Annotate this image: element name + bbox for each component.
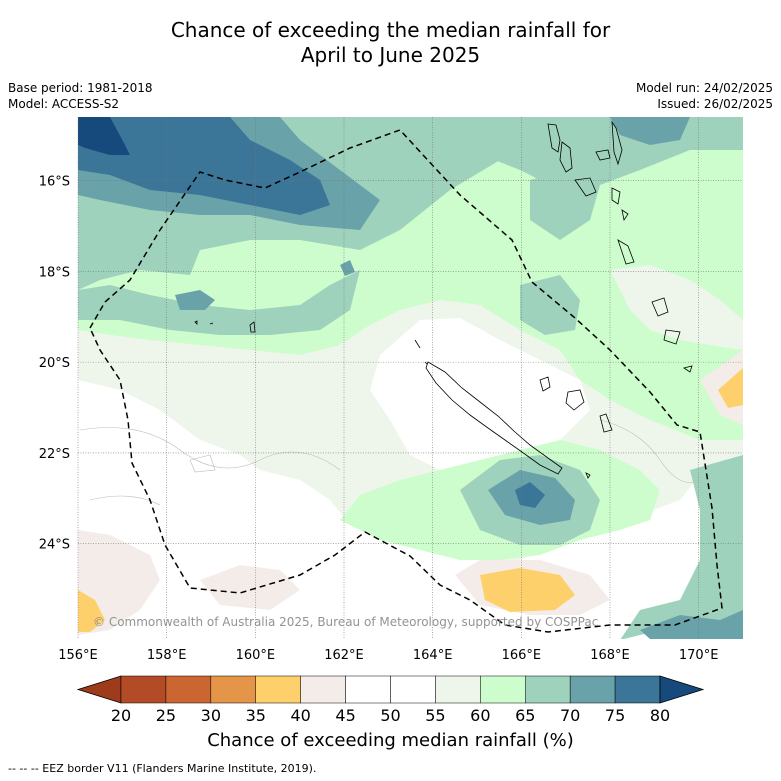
lat-tick-label: 18°S: [39, 265, 70, 280]
chart-title: Chance of exceeding the median rainfall …: [0, 18, 781, 68]
lon-tick-label: 164°E: [413, 648, 453, 663]
colorbar-tick-label: 25: [156, 706, 176, 725]
colorbar-tick-label: 45: [335, 706, 355, 725]
fiji-islands: [651, 297, 693, 373]
colorbar-segment: [165, 675, 212, 704]
eez-legend-note: -- -- -- EEZ border V11 (Flanders Marine…: [8, 762, 317, 775]
model-name: Model: ACCESS-S2: [8, 97, 120, 111]
colorbar-tick-label: 35: [246, 706, 266, 725]
lon-tick-label: 160°E: [236, 648, 276, 663]
rainfall-contours: [78, 117, 743, 639]
colorbar-tick-label: 75: [605, 706, 625, 725]
lon-tick-label: 158°E: [147, 648, 187, 663]
colorbar-segment: [435, 675, 481, 704]
new-caledonia-island: [425, 361, 563, 475]
copyright-notice: © Commonwealth of Australia 2025, Bureau…: [93, 615, 598, 629]
colorbar-tick-label: 50: [380, 706, 400, 725]
land-outlines: [194, 120, 693, 479]
colorbar-tick-label: 20: [111, 706, 131, 725]
lon-tick-labels: 156°E 158°E 160°E 162°E 164°E 166°E 168°E 170°E: [58, 648, 718, 663]
colorbar-tick-label: 40: [290, 706, 310, 725]
meta-right: Model run: 24/02/2025 Issued: 26/02/2025: [636, 80, 773, 112]
loyalty-islands: [539, 376, 613, 479]
issued-date: Issued: 26/02/2025: [657, 97, 773, 111]
lon-tick-label: 156°E: [58, 648, 98, 663]
title-line-2: April to June 2025: [300, 43, 481, 67]
model-run: Model run: 24/02/2025: [635, 81, 773, 95]
colorbar-tick-label: 80: [650, 706, 670, 725]
lon-tick-label: 162°E: [324, 648, 364, 663]
colorbar-segment: [480, 675, 526, 704]
colorbar-low-extension: [76, 675, 122, 704]
vanuatu-islands: [547, 120, 635, 265]
meta-left: Base period: 1981-2018 Model: ACCESS-S2: [8, 80, 153, 112]
lat-tick-label: 24°S: [39, 538, 70, 553]
reef-dots: [414, 339, 428, 365]
title-line-1: Chance of exceeding the median rainfall …: [170, 18, 611, 42]
chesterfield-islands: [194, 320, 256, 333]
base-period: Base period: 1981-2018: [8, 81, 153, 95]
colorbar-segment: [300, 675, 346, 704]
lon-tick-label: 170°E: [679, 648, 719, 663]
lat-tick-label: 16°S: [39, 175, 70, 190]
colorbar-high-extension: [659, 675, 705, 704]
colorbar-tick-label: 60: [470, 706, 490, 725]
colorbar-segment: [614, 675, 661, 704]
colorbar-segment: [120, 675, 167, 704]
colorbar-label: Chance of exceeding median rainfall (%): [207, 730, 574, 751]
colorbar-segment: [255, 675, 301, 704]
colorbar-segment: [390, 675, 436, 704]
lat-tick-label: 22°S: [39, 447, 70, 462]
colorbar-segment: [569, 675, 616, 704]
colorbar-tick-label: 70: [560, 706, 580, 725]
colorbar-tick-labels: 20 25 30 35 40 45 50 55 60 65 70 75 80: [111, 706, 670, 725]
colorbar-segment: [525, 675, 571, 704]
colorbar: [76, 675, 705, 704]
lon-tick-label: 168°E: [590, 648, 630, 663]
eez-border: [89, 129, 723, 633]
colorbar-segment: [345, 675, 391, 704]
colorbar-tick-label: 65: [515, 706, 535, 725]
lat-tick-label: 20°S: [39, 356, 70, 371]
colorbar-tick-label: 55: [425, 706, 445, 725]
lat-tick-labels: 16°S 18°S 20°S 22°S 24°S: [39, 175, 70, 553]
colorbar-tick-label: 30: [201, 706, 221, 725]
lon-tick-label: 166°E: [502, 648, 542, 663]
colorbar-segment: [210, 675, 256, 704]
map-gridlines: [77, 117, 743, 639]
